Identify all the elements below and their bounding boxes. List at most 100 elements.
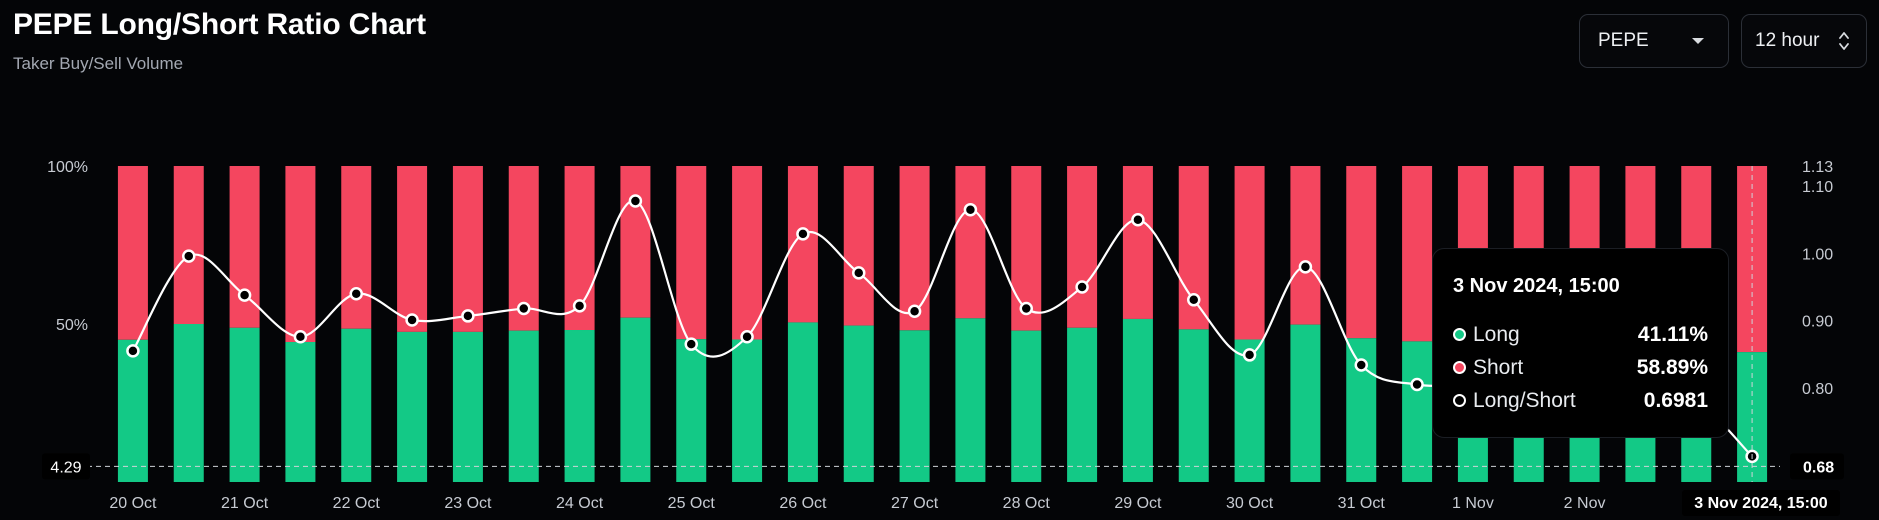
long-bar[interactable] <box>1122 318 1153 482</box>
crosshair-right-badge <box>1790 453 1844 480</box>
long-bar[interactable] <box>341 328 372 482</box>
ratio-point[interactable] <box>1298 260 1313 274</box>
x-axis-tick: 29 Oct <box>1114 495 1162 512</box>
ratio-point[interactable] <box>740 330 754 344</box>
tooltip-long-value: 41.11% <box>1637 322 1708 346</box>
x-axis-tick: 23 Oct <box>444 495 492 512</box>
left-axis-tick: 50% <box>56 317 88 334</box>
x-axis-tick: 22 Oct <box>333 495 381 512</box>
ratio-point[interactable] <box>126 344 140 358</box>
tooltip-short-label: Short <box>1473 355 1524 379</box>
long-bar[interactable] <box>676 339 707 482</box>
short-bar[interactable] <box>173 166 204 324</box>
tooltip-long-label: Long <box>1473 322 1520 346</box>
ratio-point[interactable] <box>1187 293 1201 307</box>
ratio-point[interactable] <box>237 288 252 302</box>
ratio-point[interactable] <box>852 266 866 280</box>
long-dot-icon <box>1453 328 1466 341</box>
crosshair-date-label: 3 Nov 2024, 15:00 <box>1694 495 1828 512</box>
short-bar[interactable] <box>843 166 874 326</box>
long-bar[interactable] <box>1290 324 1321 482</box>
long-bar[interactable] <box>229 327 260 482</box>
x-axis-tick: 25 Oct <box>668 495 716 512</box>
interval-select[interactable]: 12 hour <box>1741 14 1867 68</box>
short-bar[interactable] <box>452 166 483 332</box>
ratio-point[interactable] <box>517 301 531 316</box>
short-bar[interactable] <box>620 166 651 318</box>
symbol-select[interactable]: PEPE <box>1579 14 1729 68</box>
short-bar[interactable] <box>732 166 763 340</box>
long-bar[interactable] <box>1178 329 1209 482</box>
ratio-point[interactable] <box>461 309 475 323</box>
ratio-point[interactable] <box>684 337 698 351</box>
short-bar[interactable] <box>899 166 930 331</box>
ratio-point[interactable] <box>293 330 308 344</box>
long-bar[interactable] <box>620 317 651 482</box>
symbol-select-value: PEPE <box>1598 30 1649 51</box>
sort-updown-icon <box>1839 32 1849 50</box>
short-bar[interactable] <box>1346 166 1377 339</box>
long-bar[interactable] <box>899 330 930 482</box>
long-bar[interactable] <box>1011 330 1042 482</box>
chevron-down-icon <box>1692 38 1704 44</box>
long-bar[interactable] <box>1067 327 1098 482</box>
ratio-point[interactable] <box>1410 377 1424 392</box>
ratio-point[interactable] <box>963 202 978 217</box>
ratio-point[interactable] <box>1354 358 1368 372</box>
long-bar[interactable] <box>843 325 874 482</box>
short-bar[interactable] <box>955 166 986 319</box>
crosshair-right-value: 0.68 <box>1803 459 1834 476</box>
short-bar[interactable] <box>117 166 148 340</box>
right-axis-tick: 0.80 <box>1802 381 1833 398</box>
left-axis-tick: 100% <box>47 159 88 176</box>
long-bar[interactable] <box>285 342 316 482</box>
long-bar[interactable] <box>1402 341 1433 482</box>
crosshair-left-badge <box>42 453 90 480</box>
crosshair-date-badge <box>1682 490 1840 516</box>
ratio-point[interactable] <box>405 313 419 327</box>
long-bar[interactable] <box>787 322 818 482</box>
ratio-point[interactable] <box>907 304 922 318</box>
short-bar[interactable] <box>1067 166 1098 328</box>
x-axis-tick: 27 Oct <box>891 495 939 512</box>
ratio-point[interactable] <box>572 299 587 313</box>
ratio-point[interactable] <box>182 249 196 263</box>
x-axis-tick: 24 Oct <box>556 495 604 512</box>
ratio-point[interactable] <box>1019 301 1033 316</box>
short-bar[interactable] <box>1290 166 1321 325</box>
crosshair-left-value: 4.29 <box>50 459 81 476</box>
long-bar[interactable] <box>732 339 763 482</box>
ratio-point[interactable] <box>349 286 363 301</box>
right-axis-tick: 1.10 <box>1802 179 1833 196</box>
short-bar[interactable] <box>341 166 372 329</box>
ratio-point[interactable] <box>1242 348 1257 362</box>
short-bar[interactable] <box>1234 166 1265 340</box>
x-axis-tick: 31 Oct <box>1338 495 1386 512</box>
short-bar[interactable] <box>676 166 707 340</box>
long-bar[interactable] <box>117 339 148 482</box>
long-bar[interactable] <box>452 331 483 482</box>
tooltip-row-long: Long 41.11% <box>1453 318 1708 351</box>
x-axis-tick: 1 Nov <box>1452 495 1494 512</box>
tooltip-row-ratio: Long/Short 0.6981 <box>1453 384 1708 417</box>
short-bar[interactable] <box>397 166 428 332</box>
long-bar[interactable] <box>564 330 595 482</box>
long-bar[interactable] <box>955 318 986 482</box>
ratio-dot-icon <box>1453 394 1466 407</box>
tooltip-short-value: 58.89% <box>1636 355 1708 379</box>
tooltip-title: 3 Nov 2024, 15:00 <box>1453 275 1620 297</box>
ratio-point[interactable] <box>796 227 810 241</box>
long-bar[interactable] <box>1234 339 1265 482</box>
ratio-point[interactable] <box>1131 213 1145 227</box>
tooltip-ratio-label: Long/Short <box>1473 388 1576 412</box>
ratio-point[interactable] <box>628 194 643 208</box>
short-bar[interactable] <box>285 166 316 343</box>
long-bar[interactable] <box>508 330 539 482</box>
right-axis-tick: 1.13 <box>1802 159 1833 176</box>
ratio-point[interactable] <box>1075 280 1089 294</box>
short-bar[interactable] <box>1402 166 1433 342</box>
long-bar[interactable] <box>397 331 428 482</box>
short-bar[interactable] <box>1122 166 1153 319</box>
long-bar[interactable] <box>173 324 204 482</box>
x-axis-tick: 2 Nov <box>1564 495 1606 512</box>
